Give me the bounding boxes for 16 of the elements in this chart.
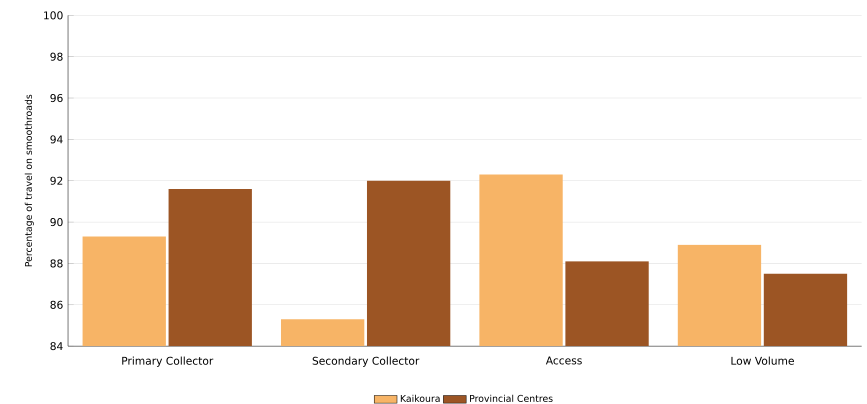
- y-tick-label: 92: [50, 176, 62, 185]
- x-tick-label: Low Volume: [731, 356, 794, 365]
- y-tick-label: 84: [50, 342, 63, 350]
- y-tick-label: 90: [50, 218, 63, 226]
- y-axis-title: Percentage of travel on smoothroads: [24, 94, 34, 266]
- y-tick-label: 88: [50, 259, 63, 268]
- y-tick-label: 86: [50, 300, 63, 309]
- x-tick-label: Primary Collector: [122, 356, 214, 367]
- x-tick-label: Access: [546, 356, 582, 364]
- y-tick-label: 94: [50, 135, 63, 144]
- legend-label: Kaikoura: [400, 394, 440, 402]
- y-tick-label: 98: [50, 52, 63, 61]
- y-tick-label: 100: [44, 11, 63, 20]
- y-tick-label: 96: [50, 94, 63, 102]
- legend-label: Provincial Centres: [470, 394, 553, 402]
- x-tick-label: Secondary Collector: [312, 356, 420, 367]
